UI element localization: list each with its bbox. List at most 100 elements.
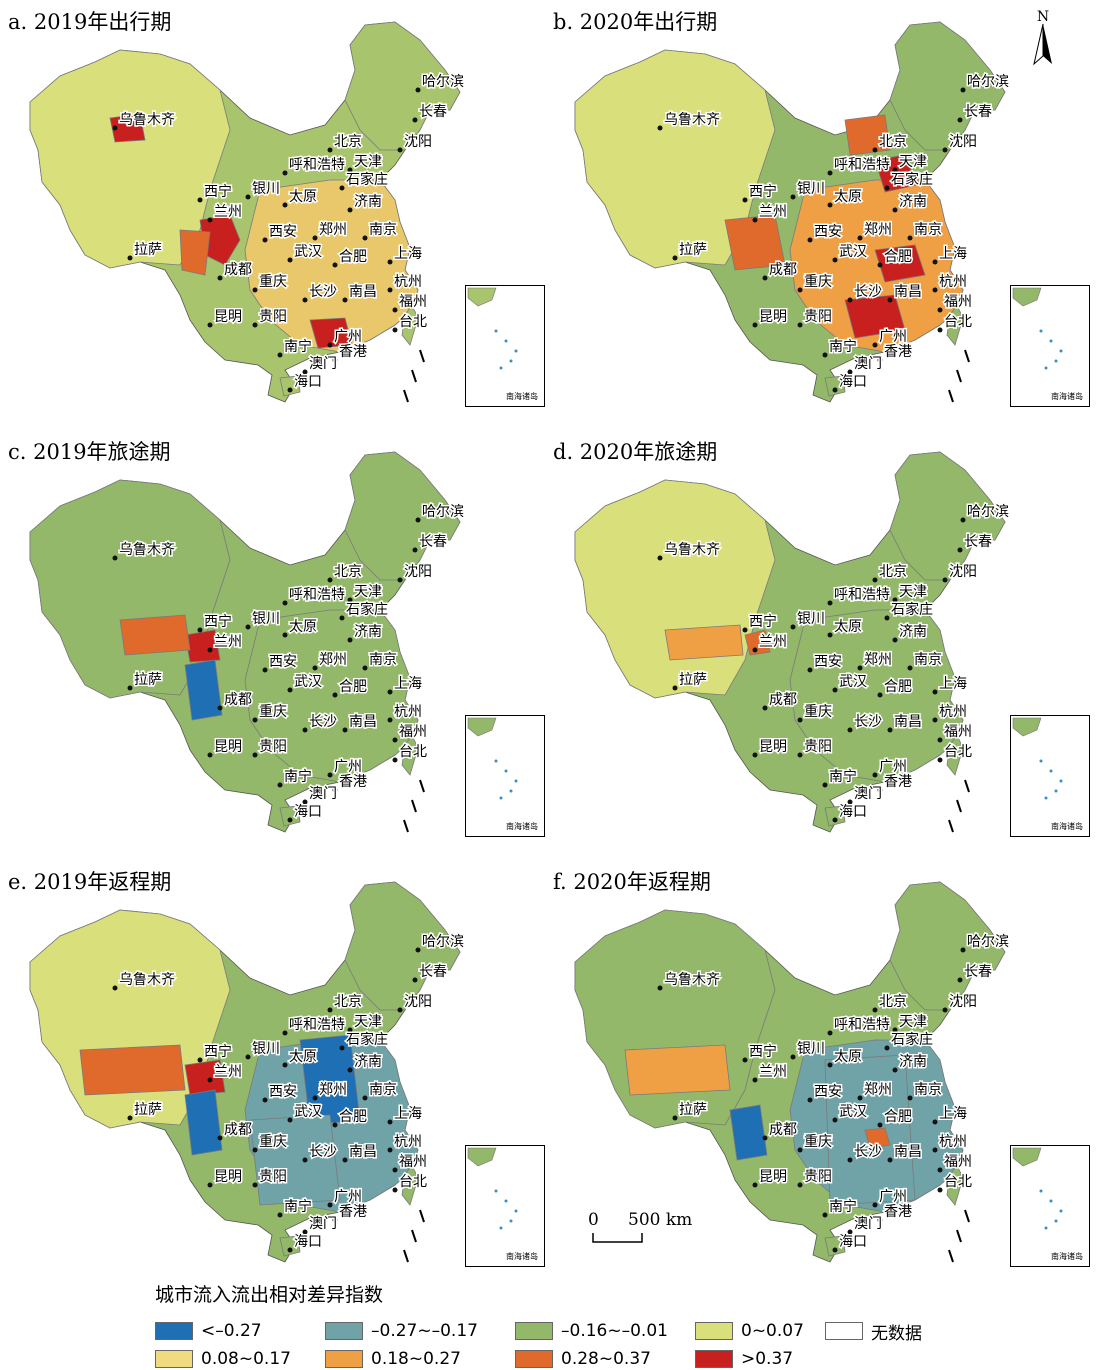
boundary-dash xyxy=(419,779,425,793)
city-marker xyxy=(942,577,948,583)
city-label: 西安 xyxy=(269,1084,297,1100)
city-label: 济南 xyxy=(899,194,927,210)
city-marker xyxy=(752,1077,758,1083)
city-marker xyxy=(415,947,421,953)
city-marker xyxy=(387,287,393,293)
city-marker xyxy=(302,369,308,375)
city-marker xyxy=(892,637,898,643)
city-marker xyxy=(287,387,293,393)
city-label: 武汉 xyxy=(839,244,867,260)
city-label: 杭州 xyxy=(939,1134,967,1150)
legend-title: 城市流入流出相对差异指数 xyxy=(155,1284,384,1306)
city-marker xyxy=(884,185,890,191)
city-label: 哈尔滨 xyxy=(422,504,464,520)
region-hotspot xyxy=(844,114,891,156)
city-label: 台北 xyxy=(399,1174,427,1190)
city-label: 长春 xyxy=(964,534,992,550)
city-label: 太原 xyxy=(834,619,862,635)
city-marker xyxy=(262,667,268,673)
legend-swatch xyxy=(515,1350,553,1368)
city-marker xyxy=(127,1115,133,1121)
city-label: 南昌 xyxy=(894,714,922,730)
inset-label: 南海诸岛 xyxy=(506,822,538,831)
city-marker xyxy=(302,727,308,733)
city-marker xyxy=(932,1119,938,1125)
city-marker xyxy=(392,1167,398,1173)
region-hotspot xyxy=(184,659,223,721)
city-marker xyxy=(252,717,258,723)
city-marker xyxy=(207,752,213,758)
city-marker xyxy=(342,727,348,733)
city-marker xyxy=(412,117,418,123)
city-label: 南京 xyxy=(369,1082,397,1098)
city-marker xyxy=(302,1157,308,1163)
city-marker xyxy=(287,257,293,263)
city-label: 乌鲁木齐 xyxy=(119,972,175,988)
city-label: 福州 xyxy=(944,294,972,310)
city-marker xyxy=(657,985,663,991)
city-marker xyxy=(339,615,345,621)
boundary-dash xyxy=(956,1229,962,1243)
city-marker xyxy=(937,1167,943,1173)
city-label: 乌鲁木齐 xyxy=(119,542,175,558)
city-label: 昆明 xyxy=(214,309,242,325)
city-label: 郑州 xyxy=(319,652,347,668)
city-marker xyxy=(362,1095,368,1101)
region-hotspot xyxy=(624,1044,731,1096)
legend-swatch xyxy=(695,1322,733,1340)
city-marker xyxy=(397,577,403,583)
city-label: 南京 xyxy=(369,652,397,668)
city-marker xyxy=(412,547,418,553)
legend-item: <–0.27 xyxy=(155,1320,262,1342)
city-label: 兰州 xyxy=(214,1064,242,1080)
boundary-dash xyxy=(411,1229,417,1243)
city-label: 哈尔滨 xyxy=(967,74,1009,90)
city-marker xyxy=(822,1212,828,1218)
city-marker xyxy=(742,627,748,633)
city-marker xyxy=(932,287,938,293)
city-label: 澳门 xyxy=(854,356,882,372)
city-label: 兰州 xyxy=(214,634,242,650)
city-label: 长沙 xyxy=(854,284,882,300)
boundary-dash xyxy=(948,1249,954,1263)
city-label: 长沙 xyxy=(854,714,882,730)
city-label: 郑州 xyxy=(864,222,892,238)
city-label: 台北 xyxy=(399,314,427,330)
region-hotspot xyxy=(79,1044,186,1096)
city-label: 银川 xyxy=(797,181,825,197)
city-label: 昆明 xyxy=(759,739,787,755)
city-label: 澳门 xyxy=(309,1216,337,1232)
city-label: 沈阳 xyxy=(404,994,432,1010)
boundary-dash xyxy=(956,369,962,383)
city-marker xyxy=(327,1202,333,1208)
city-marker xyxy=(282,170,288,176)
boundary-dash xyxy=(956,799,962,813)
city-label: 上海 xyxy=(939,246,967,262)
north-arrow-icon: N xyxy=(1028,8,1058,68)
inset-label: 南海诸岛 xyxy=(506,1252,538,1261)
city-label: 郑州 xyxy=(864,1082,892,1098)
city-label: 乌鲁木齐 xyxy=(664,542,720,558)
city-label: 南京 xyxy=(369,222,397,238)
boundary-dash xyxy=(419,349,425,363)
city-label: 石家庄 xyxy=(346,171,388,188)
city-label: 西宁 xyxy=(204,1043,232,1060)
city-label: 乌鲁木齐 xyxy=(664,972,720,988)
city-label: 南京 xyxy=(914,222,942,238)
city-label: 西宁 xyxy=(749,613,777,630)
city-marker xyxy=(347,597,353,603)
city-marker xyxy=(302,1229,308,1235)
city-marker xyxy=(252,287,258,293)
city-label: 兰州 xyxy=(759,1064,787,1080)
city-marker xyxy=(302,297,308,303)
hainan-island xyxy=(279,1235,301,1257)
city-label: 石家庄 xyxy=(891,601,933,618)
city-label: 北京 xyxy=(879,564,907,580)
city-marker xyxy=(277,1212,283,1218)
city-label: 北京 xyxy=(879,134,907,150)
city-label: 郑州 xyxy=(319,222,347,238)
city-label: 海口 xyxy=(839,804,867,820)
city-marker xyxy=(392,737,398,743)
city-marker xyxy=(282,202,288,208)
